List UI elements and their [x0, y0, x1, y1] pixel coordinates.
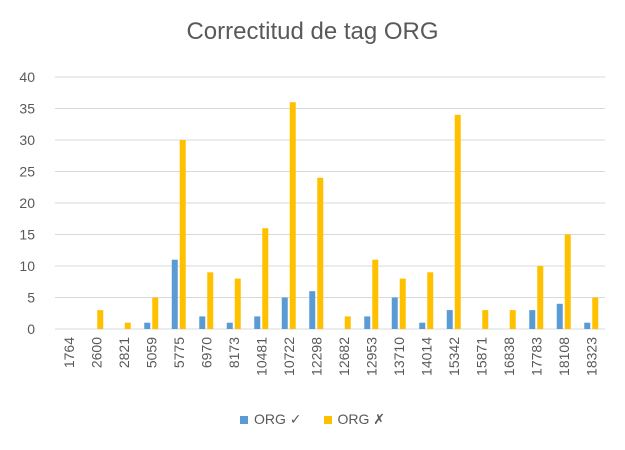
bar-series-2-12298: [317, 177, 324, 329]
x-tick-label: 5775: [171, 337, 187, 368]
chart-title: Correctitud de tag ORG: [186, 18, 439, 45]
x-tick-label: 18323: [583, 337, 599, 376]
bar-series-1-13710: [391, 297, 398, 329]
bar-series-2-16838: [509, 310, 516, 329]
bar-series-2-12682: [344, 316, 351, 329]
y-tick-label: 5: [27, 290, 35, 306]
bar-series-2-5059: [152, 297, 159, 329]
x-tick-label: 14014: [418, 337, 434, 376]
x-tick-label: 8173: [226, 337, 242, 368]
bar-series-1-15342: [446, 310, 453, 329]
bar-series-2-8173: [234, 278, 241, 329]
x-tick-label: 10481: [253, 337, 269, 376]
bar-series-1-5775: [171, 259, 178, 329]
legend-item-series-2: ORG ✗: [323, 411, 386, 428]
bar-series-1-10481: [254, 316, 261, 329]
y-axis-ticks: 0 5 10 15 20 25 30 35 40: [19, 69, 35, 337]
y-tick-label: 25: [19, 164, 35, 180]
bar-series-2-2600: [97, 310, 104, 329]
y-tick-label: 35: [19, 101, 35, 117]
x-tick-label: 16838: [501, 337, 517, 376]
bar-series-1-12953: [364, 316, 371, 329]
y-tick-label: 30: [19, 132, 35, 148]
x-tick-label: 10722: [281, 337, 297, 376]
y-tick-label: 20: [19, 195, 35, 211]
bar-series-1-12298: [309, 291, 316, 329]
bar-series-2-5775: [179, 140, 186, 329]
legend: ORG ✓ ORG ✗: [0, 411, 625, 428]
bar-series-1-5059: [144, 322, 151, 329]
legend-label-series-2: ORG ✗: [337, 411, 386, 427]
bar-series-2-15871: [482, 310, 489, 329]
legend-swatch-series-2: [323, 415, 332, 424]
x-tick-label: 15342: [446, 337, 462, 376]
gridlines: [55, 76, 605, 330]
x-tick-label: 2821: [116, 337, 132, 368]
legend-swatch-series-1: [239, 415, 248, 424]
bar-series-2-12953: [372, 259, 379, 329]
bar-series-2-2821: [124, 322, 131, 329]
bar-series-2-10722: [289, 102, 296, 329]
bar-series-2-18323: [592, 297, 599, 329]
x-tick-label: 12953: [363, 337, 379, 376]
y-tick-label: 15: [19, 227, 35, 243]
x-tick-label: 18108: [556, 337, 572, 376]
bar-series-1-6970: [199, 316, 206, 329]
x-tick-label: 12682: [336, 337, 352, 376]
bar-series-2-15342: [454, 114, 461, 329]
x-tick-label: 2600: [88, 337, 104, 368]
x-tick-label: 13710: [391, 337, 407, 376]
bar-series-2-6970: [207, 272, 214, 329]
x-tick-label: 15871: [473, 337, 489, 376]
bar-series-2-17783: [537, 266, 544, 329]
x-tick-label: 6970: [198, 337, 214, 368]
bar-series-2-13710: [399, 278, 406, 329]
legend-item-series-1: ORG ✓: [239, 411, 302, 428]
x-tick-label: 1764: [61, 337, 77, 368]
bar-series-2-18108: [564, 234, 571, 329]
bar-series-1-18323: [584, 322, 591, 329]
bar-series-1-8173: [226, 322, 233, 329]
bar-series-1-18108: [556, 303, 563, 329]
x-tick-label: 17783: [528, 337, 544, 376]
bar-series-1-14014: [419, 322, 426, 329]
bar-series-2-14014: [427, 272, 434, 329]
legend-label-series-1: ORG ✓: [253, 411, 302, 427]
x-tick-label: 5059: [143, 337, 159, 368]
bar-series-1-10722: [281, 297, 288, 329]
x-axis-ticks: 1764 2600 2821 5059 5775 6970 8173 10481 10722 12…: [61, 337, 600, 376]
bars: [97, 102, 599, 329]
y-tick-label: 10: [19, 258, 35, 274]
y-tick-label: 0: [27, 321, 35, 337]
y-tick-label: 40: [19, 69, 35, 85]
bar-series-1-17783: [529, 310, 536, 329]
bar-series-2-10481: [262, 228, 269, 329]
x-tick-label: 12298: [308, 337, 324, 376]
